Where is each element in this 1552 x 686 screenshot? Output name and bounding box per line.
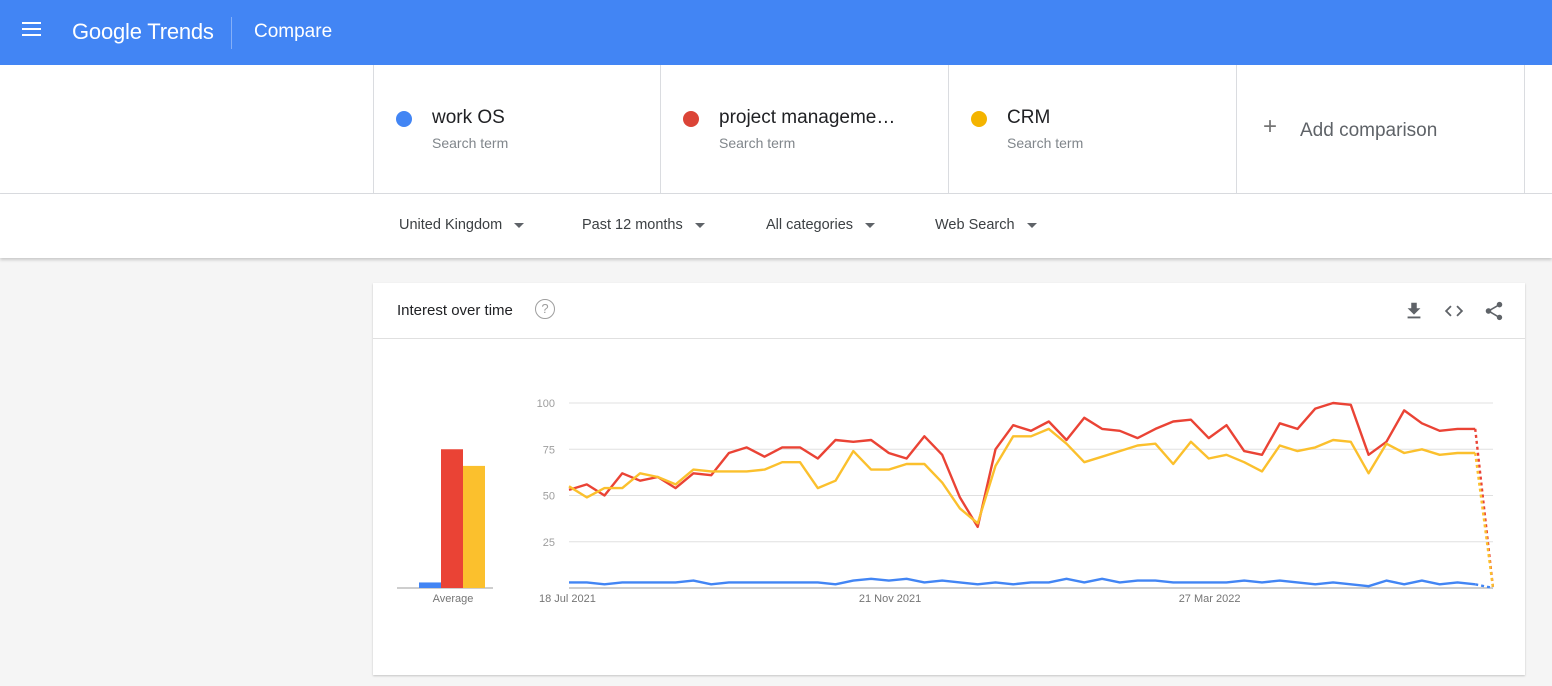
dropdown-arrow-icon [694, 222, 705, 228]
y-tick-label: 25 [543, 537, 555, 549]
series-line [568, 401, 1476, 529]
card-title: Interest over time [397, 302, 513, 319]
time-range-dropdown[interactable]: Past 12 months [582, 217, 705, 233]
term-card-work-os[interactable]: work OS Search term [373, 65, 660, 193]
average-bar [463, 465, 485, 588]
term-name: work OS [432, 107, 505, 128]
term-name: CRM [1007, 107, 1051, 128]
term-color-dot [971, 111, 987, 127]
x-tick-label: 21 Nov 2021 [859, 593, 921, 605]
partial-data-segment [1474, 583, 1494, 590]
logo-trends-text: Trends [147, 19, 214, 44]
term-color-dot [396, 111, 412, 127]
x-tick-label: 18 Jul 2021 [539, 593, 596, 605]
category-value: All categories [766, 217, 854, 233]
x-tick-label: 27 Mar 2022 [1179, 593, 1241, 605]
share-icon[interactable] [1483, 300, 1505, 322]
help-icon[interactable]: ? [535, 299, 555, 319]
header-divider [231, 17, 232, 49]
partial-data-segment [1474, 452, 1495, 589]
y-tick-label: 75 [543, 444, 555, 456]
comparison-terms-bar: work OS Search term project manageme… Se… [0, 65, 1552, 194]
term-color-dot [683, 111, 699, 127]
time-range-value: Past 12 months [582, 217, 683, 233]
dropdown-arrow-icon [514, 222, 525, 228]
region-dropdown[interactable]: United Kingdom [399, 217, 525, 233]
average-label: Average [433, 593, 474, 605]
google-trends-logo[interactable]: Google Trends [72, 19, 214, 45]
dropdown-arrow-icon [865, 222, 876, 228]
term-card-project-management[interactable]: project manageme… Search term [660, 65, 947, 193]
y-tick-label: 100 [537, 398, 555, 410]
average-bar [419, 582, 441, 588]
search-type-dropdown[interactable]: Web Search [935, 217, 1037, 233]
logo-google-text: Google [72, 19, 142, 44]
series-line [569, 577, 1476, 588]
filter-bar: United Kingdom Past 12 months All catego… [0, 194, 1552, 258]
hamburger-menu-icon[interactable] [22, 22, 42, 44]
term-type: Search term [432, 135, 509, 151]
interest-line-chart: 25 50 75 100 18 Jul 2021 21 Nov 2021 27 Mar 20… [537, 398, 1495, 605]
add-comparison-button[interactable]: + Add comparison [1236, 65, 1525, 193]
y-tick-label: 50 [543, 491, 555, 503]
dropdown-arrow-icon [1026, 222, 1037, 228]
plus-icon: + [1263, 113, 1278, 140]
page-title: Compare [254, 21, 333, 42]
embed-code-icon[interactable] [1443, 300, 1465, 322]
term-card-crm[interactable]: CRM Search term [948, 65, 1235, 193]
search-type-value: Web Search [935, 217, 1015, 233]
download-icon[interactable] [1403, 300, 1425, 322]
term-type: Search term [1007, 135, 1084, 151]
add-comparison-label: Add comparison [1300, 120, 1438, 141]
region-value: United Kingdom [399, 217, 503, 233]
average-bar-chart: Average [397, 449, 493, 605]
category-dropdown[interactable]: All categories [766, 217, 876, 233]
series-line [568, 427, 1476, 525]
average-bar [441, 449, 463, 588]
term-type: Search term [719, 135, 796, 151]
partial-data-segment [1474, 428, 1495, 589]
top-app-bar: Google Trends Compare [0, 0, 1552, 65]
term-name: project manageme… [719, 107, 896, 128]
interest-over-time-card: Interest over time ? Average 25 50 75 100 18… [373, 283, 1525, 675]
card-header: Interest over time ? [373, 283, 1525, 339]
